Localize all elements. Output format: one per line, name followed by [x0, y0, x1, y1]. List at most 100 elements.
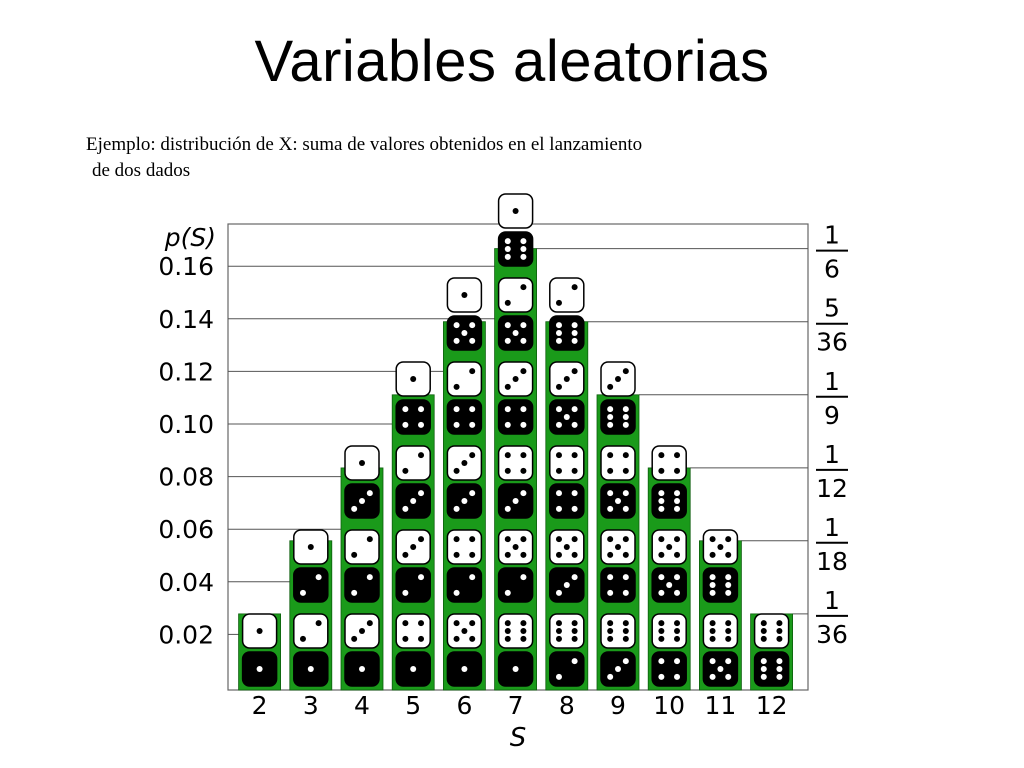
- die-pip: [725, 582, 732, 588]
- die-pip: [622, 414, 629, 420]
- black-die: [600, 399, 636, 435]
- white-die: [497, 277, 534, 313]
- die-pip: [469, 635, 476, 642]
- die-pip: [658, 467, 665, 474]
- die-pip: [658, 505, 665, 512]
- die-pip: [366, 620, 373, 627]
- die-pip: [607, 620, 614, 627]
- die-pip: [469, 536, 476, 543]
- die-pip: [453, 589, 460, 596]
- black-die: [497, 231, 534, 267]
- fraction-numerator: 1: [824, 221, 840, 250]
- die-pip: [555, 383, 562, 390]
- die-pip: [776, 620, 783, 627]
- x-tick-label: 10: [653, 691, 685, 720]
- die-pip: [615, 666, 621, 672]
- die-pip: [461, 330, 468, 336]
- die-pip: [520, 536, 527, 543]
- die-pip: [725, 673, 732, 680]
- fraction-numerator: 1: [824, 367, 840, 396]
- die-pip: [571, 452, 578, 459]
- die-pip: [607, 589, 614, 596]
- die-pip: [555, 452, 562, 459]
- die-pip: [504, 337, 511, 344]
- die-pip: [725, 551, 732, 558]
- die-pip: [351, 589, 358, 596]
- y-axis-label: p(S): [164, 223, 216, 252]
- die-pip: [469, 551, 476, 558]
- die-pip: [776, 628, 783, 634]
- die-pip: [658, 673, 665, 680]
- die-pip: [717, 544, 724, 550]
- bar-group-5: [391, 361, 435, 691]
- die-pip: [402, 467, 409, 474]
- white-die: [600, 613, 636, 649]
- die-pip: [555, 467, 562, 474]
- die-pip: [666, 544, 673, 550]
- die-pip: [666, 582, 673, 588]
- die-pip: [520, 490, 527, 497]
- die-pip: [402, 635, 409, 642]
- die-pip: [555, 551, 562, 558]
- die-pip: [453, 536, 460, 543]
- die-pip: [607, 414, 614, 420]
- die-pip: [504, 620, 511, 627]
- die-pip: [504, 253, 511, 260]
- die-pip: [504, 238, 511, 245]
- die-pip: [512, 376, 519, 382]
- die-pip: [563, 544, 570, 550]
- die-pip: [607, 383, 614, 390]
- die-pip: [453, 337, 460, 344]
- die-pip: [674, 490, 681, 497]
- die-pip: [571, 337, 578, 344]
- die-pip: [512, 330, 519, 336]
- die-pip: [571, 322, 578, 329]
- die-pip: [307, 666, 314, 672]
- die-pip: [520, 246, 527, 252]
- die-pip: [607, 628, 614, 634]
- die-pip: [453, 505, 460, 512]
- die-pip: [418, 574, 425, 581]
- die-pip: [674, 658, 681, 665]
- die-pip: [725, 536, 732, 543]
- die-pip: [658, 498, 665, 504]
- die-pip: [622, 452, 629, 459]
- die-pip: [315, 574, 322, 581]
- die-pip: [555, 635, 562, 642]
- die-pip: [520, 238, 527, 245]
- y-tick-label: 0.08: [158, 463, 214, 492]
- die-pip: [555, 406, 562, 413]
- die-pip: [504, 505, 511, 512]
- die-pip: [622, 368, 629, 375]
- die-pip: [453, 467, 460, 474]
- die-pip: [776, 666, 783, 672]
- bar-group-7: [494, 193, 538, 691]
- die-pip: [674, 635, 681, 642]
- fraction-denominator: 9: [824, 401, 840, 430]
- die-pip: [453, 383, 460, 390]
- die-pip: [607, 452, 614, 459]
- die-pip: [674, 467, 681, 474]
- die-pip: [461, 666, 468, 672]
- die-pip: [622, 589, 629, 596]
- die-pip: [555, 620, 562, 627]
- die-pip: [555, 505, 562, 512]
- die-pip: [555, 673, 562, 680]
- die-pip: [504, 635, 511, 642]
- die-pip: [520, 284, 527, 291]
- die-pip: [725, 620, 732, 627]
- die-pip: [571, 635, 578, 642]
- die-pip: [658, 490, 665, 497]
- die-pip: [469, 368, 476, 375]
- die-pip: [615, 376, 621, 382]
- die-pip: [410, 376, 417, 382]
- fraction-denominator: 36: [816, 620, 848, 649]
- die-pip: [418, 536, 425, 543]
- x-tick-label: 5: [405, 691, 421, 720]
- die-pip: [410, 498, 417, 504]
- white-die: [395, 613, 431, 649]
- die-pip: [725, 574, 732, 581]
- die-pip: [418, 421, 425, 428]
- die-pip: [555, 589, 562, 596]
